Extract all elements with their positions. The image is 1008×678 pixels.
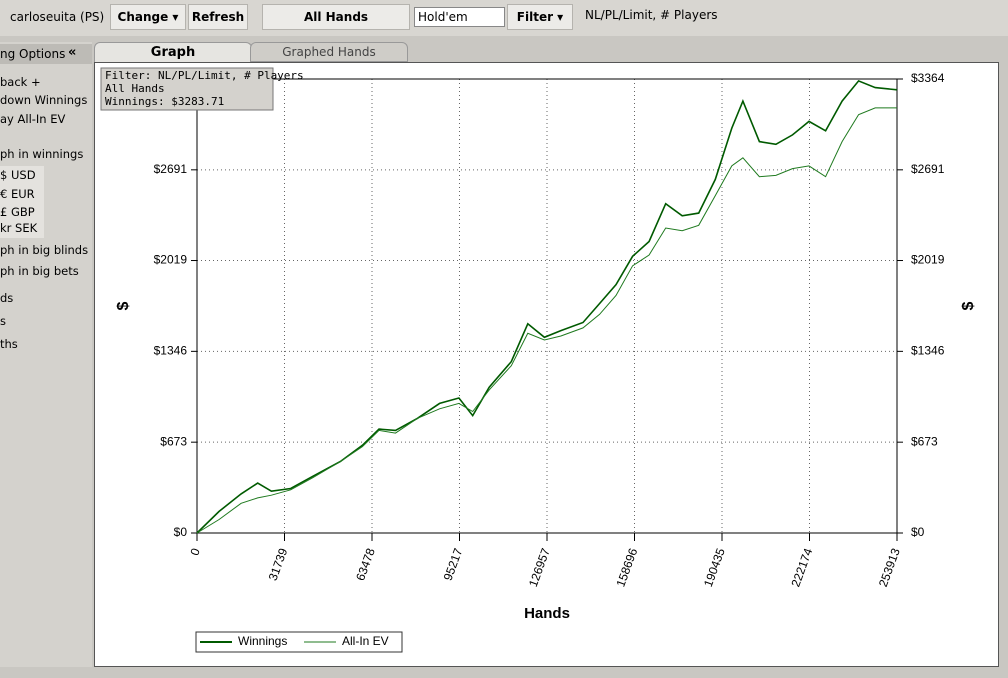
sidebar-item[interactable]: € EUR xyxy=(0,185,44,204)
game-select[interactable]: Hold'em xyxy=(414,7,505,27)
sidebar-title: ng Options xyxy=(0,47,66,61)
sidebar-item[interactable]: $ USD xyxy=(0,166,44,185)
y-tick-label: $2691 xyxy=(154,162,188,176)
series-line xyxy=(196,107,897,534)
sidebar-item[interactable]: s xyxy=(0,314,6,328)
player-name: carloseuita (PS) xyxy=(10,10,105,24)
change-button[interactable]: Change ▾ xyxy=(110,4,186,30)
plot-frame xyxy=(196,78,898,534)
legend-label: All-In EV xyxy=(342,634,389,648)
x-axis-label: Hands xyxy=(524,605,570,622)
y2-tick-label: $2019 xyxy=(911,253,945,267)
sidebar-item[interactable]: down Winnings xyxy=(0,93,88,107)
y2-tick-label: $3364 xyxy=(911,71,945,85)
info-box xyxy=(100,67,274,111)
label: Hold'em xyxy=(418,10,468,24)
sidebar-header xyxy=(0,44,92,64)
sidebar-item[interactable]: ths xyxy=(0,337,18,351)
tab[interactable]: Graphed Hands xyxy=(250,42,408,62)
x-tick-label: 0 xyxy=(187,546,203,557)
filter-button[interactable]: Filter ▾ xyxy=(507,4,573,30)
label: Change xyxy=(117,10,169,24)
sidebar-item[interactable]: ph in big blinds xyxy=(0,243,89,257)
y2-tick-label: $0 xyxy=(911,525,925,539)
legend xyxy=(195,631,403,653)
chart: $0 $0 $673 $673 $1346 $1346 $2019 $2019 $2691 $26… xyxy=(94,62,999,667)
refresh-button[interactable]: Refresh xyxy=(188,4,248,30)
y2-tick-label: $2691 xyxy=(911,162,945,176)
label: Filter xyxy=(516,10,553,24)
sidebar-item[interactable]: ph in big bets xyxy=(0,264,79,278)
sidebar-item[interactable]: kr SEK xyxy=(0,219,44,238)
filter-text: NL/PL/Limit, # Players xyxy=(585,8,718,22)
info-text: All Hands xyxy=(105,82,165,95)
sidebar xyxy=(0,42,92,667)
chart-panel xyxy=(94,62,999,667)
y-tick-label: $2019 xyxy=(154,253,188,267)
series-line xyxy=(196,79,898,534)
y-axis-label: $ xyxy=(115,301,132,310)
all-hands-button[interactable]: All Hands xyxy=(262,4,410,30)
y-tick-label: $673 xyxy=(160,434,187,448)
y2-tick-label: $673 xyxy=(911,434,938,448)
tab[interactable]: Graph xyxy=(94,42,252,63)
legend-label: Winnings xyxy=(238,634,287,648)
sidebar-item[interactable]: ds xyxy=(0,291,14,305)
y-tick-label: $0 xyxy=(174,525,188,539)
collapse-button[interactable]: « xyxy=(68,45,77,60)
y2-tick-label: $1346 xyxy=(911,344,945,358)
sidebar-item[interactable]: ay All-In EV xyxy=(0,112,66,126)
info-text: Winnings: $3283.71 xyxy=(105,95,224,108)
y2-axis-label: $ xyxy=(960,301,977,310)
sidebar-item[interactable]: back + Bonuses xyxy=(0,75,41,89)
y-tick-label: $1346 xyxy=(154,344,188,358)
sidebar-item[interactable]: £ GBP xyxy=(0,203,44,222)
sidebar-item[interactable]: ph in winnings xyxy=(0,147,84,161)
info-text: Filter: NL/PL/Limit, # Players xyxy=(105,69,304,82)
